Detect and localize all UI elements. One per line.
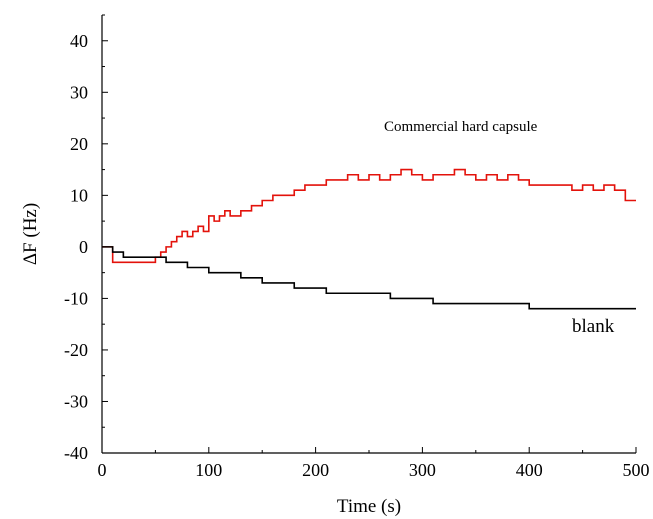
y-tick-label: 30 [70,82,88,102]
y-tick-label: 40 [70,31,88,51]
series-group [102,168,636,310]
y-tick-label: -20 [64,340,88,360]
y-tick-label: -30 [64,391,88,411]
y-tick-label: 20 [70,134,88,154]
annotation-commercial-hard-capsule: Commercial hard capsule [384,119,538,135]
y-tick-label: 10 [70,185,88,205]
x-tick-label: 500 [623,460,650,480]
y-tick-label: -40 [64,443,88,463]
y-axis-title: ΔF (Hz) [20,203,41,265]
x-tick-label: 200 [302,460,329,480]
x-axis-title: Time (s) [337,496,401,517]
x-tick-label: 300 [409,460,436,480]
y-tick-label: 0 [79,237,88,257]
y-tick-label: -10 [64,288,88,308]
x-tick-label: 100 [195,460,222,480]
x-tick-label: 400 [516,460,543,480]
series-line-commercial-hard-capsule [102,168,636,264]
annotations: Commercial hard capsule blank [384,119,615,337]
x-tick-label: 0 [98,460,107,480]
series-line-blank [102,246,636,310]
annotation-blank: blank [572,316,615,337]
